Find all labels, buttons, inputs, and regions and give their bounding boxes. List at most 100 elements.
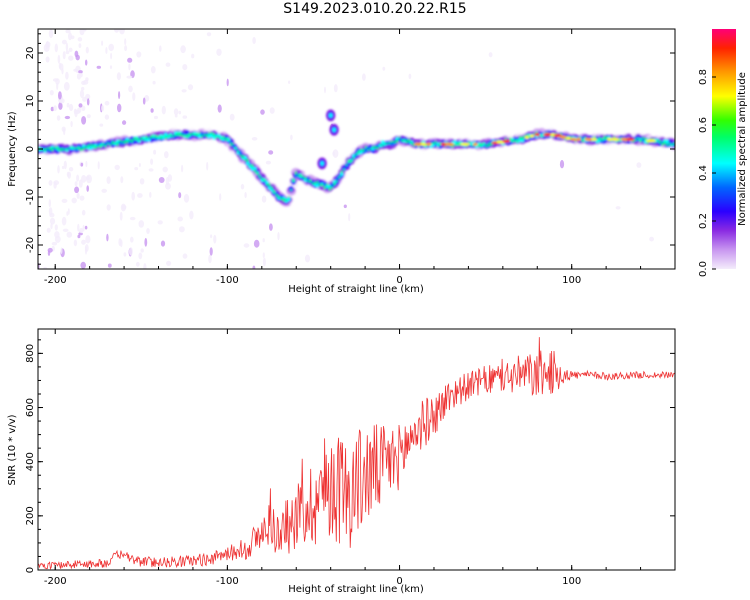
noise-speckle	[85, 160, 88, 168]
noise-speckle	[161, 105, 166, 115]
y-tick-label: 200	[25, 506, 36, 525]
ridge-cell	[191, 132, 194, 135]
ridge-cell	[323, 186, 326, 190]
noise-speckle	[152, 80, 156, 85]
ridge-peak	[420, 142, 427, 146]
y-tick-label: 0	[25, 567, 36, 573]
x-tick-label: -100	[216, 275, 239, 286]
noise-speckle	[182, 115, 188, 119]
noise-speckle	[58, 102, 63, 110]
ridge-cell	[164, 136, 167, 140]
ridge-cell	[454, 144, 456, 146]
ridge-cell	[104, 144, 107, 148]
ridge-cell	[352, 157, 355, 160]
noise-speckle	[63, 81, 70, 91]
noise-speckle	[61, 216, 67, 226]
ridge-peak	[460, 142, 470, 146]
ridge-cell	[665, 139, 669, 144]
noise-speckle	[488, 52, 493, 58]
noise-speckle	[144, 95, 150, 102]
ridge-cell	[326, 183, 329, 186]
ridge-cell	[176, 132, 179, 136]
noise-speckle	[146, 228, 150, 234]
noise-speckle	[77, 234, 81, 239]
noise-speckle	[84, 225, 88, 230]
noise-speckle	[132, 92, 136, 101]
noise-speckle	[136, 51, 142, 58]
ridge-cell	[376, 146, 379, 150]
noise-speckle	[173, 108, 179, 116]
ridge-cell	[63, 148, 66, 151]
ridge-cell	[102, 143, 105, 146]
ridge-cell	[246, 161, 250, 166]
ridge-cell	[352, 153, 356, 158]
ridge-cell	[70, 146, 73, 149]
noise-speckle	[63, 128, 66, 136]
ridge-cell	[114, 141, 117, 144]
noise-speckle	[382, 66, 386, 71]
colorbar-tick-label: 0.8	[698, 69, 709, 85]
ridge-cell	[147, 136, 150, 139]
ridge-cell	[253, 166, 257, 171]
ridge-cell	[350, 159, 353, 163]
ridge-cell	[338, 175, 341, 179]
ridge-cell	[75, 146, 78, 149]
noise-speckle	[191, 53, 195, 59]
ridge-peak	[591, 137, 597, 141]
noise-speckle	[288, 80, 291, 84]
noise-speckle	[106, 204, 111, 211]
colorbar: 0.0 0.2 0.4 0.6 0.8 Normalized spectral ampl…	[698, 29, 748, 277]
ridge-cell	[179, 132, 182, 137]
noise-speckle	[101, 188, 107, 193]
ridge-cell	[49, 146, 52, 151]
ridge-cell	[432, 142, 435, 145]
ridge-cell	[94, 145, 97, 149]
ridge-cell	[470, 144, 473, 147]
noise-speckle	[166, 260, 172, 266]
noise-speckle	[269, 223, 273, 231]
ridge-cell	[304, 176, 307, 180]
ridge-cell	[270, 188, 274, 192]
ridge-cell	[118, 139, 121, 143]
noise-speckle	[120, 239, 123, 248]
noise-speckle	[84, 246, 88, 255]
noise-speckle	[118, 91, 121, 100]
ridge-peak	[502, 139, 511, 143]
noise-speckle	[262, 238, 265, 243]
noise-speckle	[81, 116, 87, 125]
ridge-cell	[217, 136, 220, 138]
noise-speckle	[253, 239, 260, 248]
ridge-cell	[232, 143, 235, 145]
ridge-peak	[473, 142, 478, 146]
ridge-cell	[172, 135, 174, 138]
ridge-cell	[145, 135, 148, 139]
ridge-cell	[314, 181, 317, 185]
ridge-cell	[364, 148, 368, 153]
snr-xlabel: Height of straight line (km)	[288, 584, 424, 595]
noise-speckle	[50, 223, 53, 230]
ridge-peak	[524, 135, 529, 140]
ridge-cell	[92, 144, 95, 148]
noise-speckle	[139, 178, 145, 185]
x-tick-label: -100	[216, 576, 239, 587]
ridge-cell	[485, 144, 488, 147]
noise-speckle	[65, 50, 70, 55]
noise-speckle	[209, 247, 213, 256]
ridge-cell	[513, 137, 517, 141]
noise-speckle	[333, 84, 338, 93]
noise-speckle	[56, 82, 59, 91]
ridge-cell	[268, 183, 271, 187]
ridge-cell	[157, 135, 160, 138]
ridge-cell	[159, 136, 162, 140]
noise-speckle	[122, 120, 127, 125]
ridge-cell	[169, 134, 172, 137]
ridge-cell	[661, 142, 664, 146]
ridge-cell	[125, 137, 129, 142]
snr-axes: -200 -100 0 100 0 200 400 600 800	[25, 329, 675, 587]
noise-speckle	[85, 235, 91, 244]
ridge-cell	[379, 143, 382, 146]
ridge-cell	[405, 139, 408, 144]
ridge-cell	[96, 142, 101, 146]
ridge-cell	[323, 182, 327, 186]
ridge-cell	[133, 137, 136, 141]
